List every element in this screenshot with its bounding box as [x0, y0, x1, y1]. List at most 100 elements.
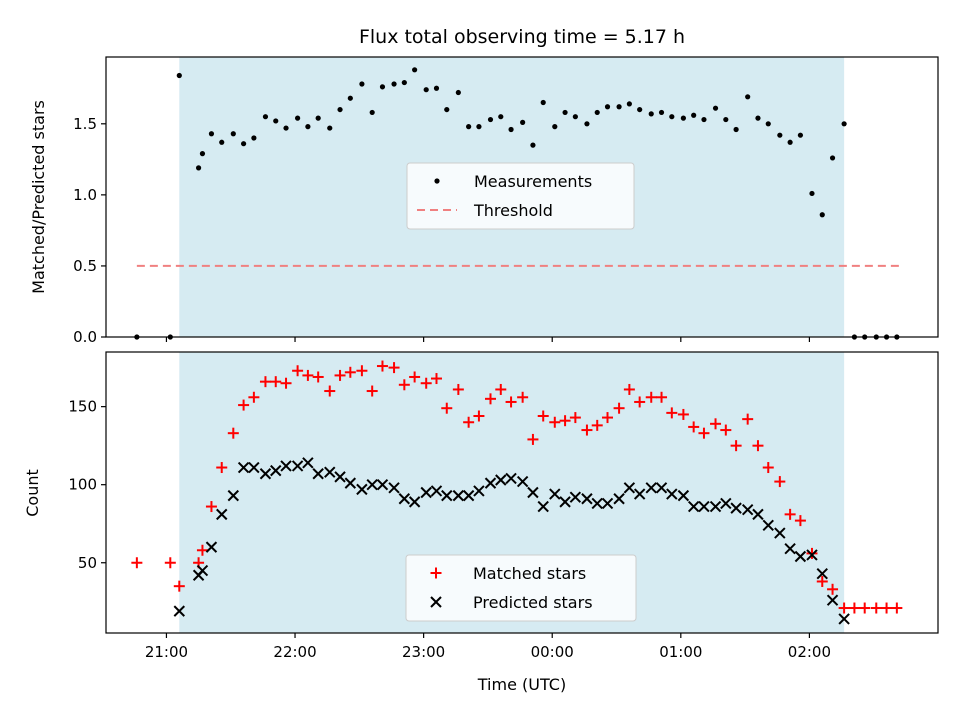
predicted-star-point	[441, 489, 453, 502]
chart-title: Flux total observing time = 5.17 h	[359, 26, 685, 48]
measurement-point	[765, 121, 771, 127]
matched-star-point	[762, 462, 774, 474]
matched-star-point	[227, 427, 239, 439]
measurement-point	[208, 131, 215, 137]
top-panel: 0.0 0.5 1.0 1.5 Measurements Threshold	[73, 56, 939, 346]
matched-star-point	[527, 433, 539, 445]
legend-predicted-label: Predicted stars	[473, 593, 593, 612]
matched-star-point	[324, 385, 336, 397]
measurement-point	[251, 135, 257, 141]
predicted-star-point	[601, 497, 614, 510]
measurement-point	[733, 126, 739, 133]
measurement-point	[359, 81, 365, 87]
matched-star-point	[581, 424, 593, 436]
matched-star-point	[173, 580, 185, 592]
predicted-star-point	[324, 466, 336, 478]
matched-star-point	[495, 383, 507, 395]
predicted-star-point	[462, 489, 475, 502]
predicted-star-point	[816, 567, 828, 580]
matched-star-point	[623, 383, 635, 395]
predicted-star-point	[655, 482, 668, 494]
measurement-point	[745, 94, 751, 100]
measurement-point	[487, 116, 494, 123]
measurement-point	[379, 84, 386, 90]
predicted-star-point	[537, 500, 549, 513]
matched-star-point	[602, 412, 614, 424]
matched-star-point	[870, 602, 882, 614]
measurement-point	[230, 131, 236, 137]
matched-star-point	[752, 440, 764, 452]
matched-star-point	[730, 440, 742, 452]
matched-star-point	[517, 391, 529, 403]
predicted-star-point	[720, 497, 732, 510]
measurement-point	[604, 104, 611, 110]
predicted-star-point	[569, 491, 582, 503]
matched-star-point	[859, 602, 871, 614]
measurement-point	[240, 141, 247, 147]
measurement-point	[797, 132, 804, 138]
predicted-star-point	[794, 550, 807, 563]
legend-measurements-label: Measurements	[474, 172, 592, 191]
predicted-star-point	[227, 489, 240, 502]
measurement-point	[572, 114, 578, 120]
measurement-point	[369, 109, 375, 116]
matched-star-point	[164, 557, 176, 569]
matched-star-point	[677, 408, 689, 420]
predicted-star-point	[826, 594, 839, 606]
measurement-point	[819, 212, 825, 218]
matched-star-point	[881, 602, 893, 614]
top-legend: Measurements Threshold	[406, 162, 635, 230]
predicted-star-point	[516, 475, 529, 488]
measurement-point	[337, 106, 343, 113]
matched-star-point	[891, 602, 903, 614]
measurement-point	[327, 125, 333, 131]
predicted-star-point	[752, 508, 764, 521]
measurement-point	[262, 114, 269, 120]
predicted-star-point	[388, 482, 400, 494]
measurement-point	[412, 67, 418, 73]
predicted-star-point	[366, 478, 378, 491]
predicted-star-point	[408, 496, 421, 508]
measurement-point	[347, 95, 353, 101]
predicted-star-point	[205, 541, 218, 553]
matched-star-point	[452, 383, 464, 395]
matched-star-point	[302, 369, 314, 381]
matched-star-point	[430, 373, 442, 385]
predicted-star-point	[666, 488, 678, 500]
matched-star-point	[344, 366, 356, 378]
legend-measurements-marker	[434, 178, 440, 184]
predicted-star-point	[356, 483, 368, 496]
matched-star-point	[784, 508, 796, 520]
measurement-point	[476, 124, 482, 130]
matched-star-point	[645, 391, 657, 403]
predicted-star-point	[730, 502, 742, 514]
predicted-star-point	[687, 500, 700, 513]
measurement-point	[829, 155, 836, 161]
x-axis-label: Time (UTC)	[477, 675, 566, 694]
predicted-star-point	[623, 482, 636, 494]
matched-star-point	[484, 393, 496, 405]
predicted-star-point	[312, 468, 324, 480]
matched-star-point	[312, 371, 324, 383]
predicted-star-point	[698, 500, 710, 513]
matched-star-point	[537, 410, 549, 422]
measurement-point	[648, 111, 654, 117]
matched-star-point	[827, 583, 839, 595]
measurement-point	[712, 105, 719, 111]
predicted-star-point	[495, 474, 507, 486]
matched-star-point	[388, 362, 400, 374]
top-y-axis-label: Matched/Predicted stars	[29, 100, 48, 294]
measurement-point	[841, 121, 847, 127]
top-y-tick-label: 0.5	[73, 257, 97, 275]
measurement-point	[401, 79, 407, 86]
measurement-point	[455, 89, 461, 96]
matched-star-point	[848, 602, 860, 614]
predicted-star-point	[420, 486, 432, 499]
matched-star-point	[131, 557, 143, 569]
top-y-tick-label: 1.0	[73, 186, 97, 204]
measurement-point	[530, 142, 536, 148]
predicted-star-point	[398, 493, 411, 505]
measurement-point	[283, 125, 289, 131]
predicted-star-point	[838, 613, 850, 625]
predicted-star-point	[473, 485, 485, 497]
